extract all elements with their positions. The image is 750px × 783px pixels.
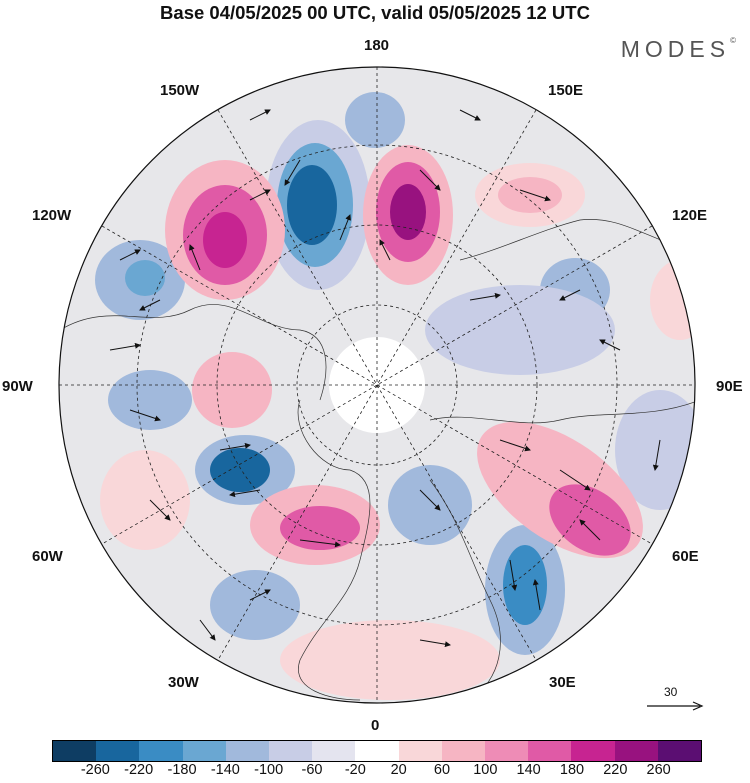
lon-label-30e: 30E xyxy=(549,674,576,691)
colorbar-tick-label: -180 xyxy=(167,762,197,778)
colorbar-swatch xyxy=(614,741,658,761)
colorbar-swatch xyxy=(571,741,615,761)
colorbar-tick-label: 260 xyxy=(646,762,671,778)
map-title: Base 04/05/2025 00 UTC, valid 05/05/2025… xyxy=(160,2,590,23)
colorbar-swatch xyxy=(53,741,97,761)
colorbar-tick-label: 220 xyxy=(603,762,628,778)
map-boundary xyxy=(58,66,696,704)
lon-label-120w: 120W xyxy=(32,207,72,224)
lon-label-60e: 60E xyxy=(672,548,699,565)
colorbar-tick-label: -60 xyxy=(301,762,323,778)
brand-logo: MODES© xyxy=(620,36,736,62)
colorbar-swatch xyxy=(657,741,702,761)
colorbar-tick-label: -260 xyxy=(80,762,110,778)
colorbar-swatch xyxy=(96,741,140,761)
colorbar-swatch xyxy=(398,741,442,761)
colorbar-tick-label: 180 xyxy=(559,762,585,778)
colorbar-swatch xyxy=(225,741,270,761)
colorbar-swatch xyxy=(528,741,572,761)
lon-label-120e: 120E xyxy=(672,207,708,224)
lon-label-60w: 60W xyxy=(32,548,63,565)
colorbar-tick-label: -140 xyxy=(210,762,240,778)
negative-anomaly-shading xyxy=(95,92,695,655)
colorbar-tick-label: -100 xyxy=(254,762,284,778)
reference-vector: 30 xyxy=(645,685,705,725)
anomaly-field xyxy=(59,67,695,703)
colorbar xyxy=(52,740,702,762)
reference-vector-label: 30 xyxy=(664,685,678,699)
colorbar-swatch xyxy=(485,741,529,761)
lon-label-150e: 150E xyxy=(548,82,584,99)
colorbar-tick-label: 140 xyxy=(516,762,541,778)
colorbar-tick-label: -20 xyxy=(344,762,366,778)
wind-vectors xyxy=(109,109,661,648)
colorbar-swatch xyxy=(182,741,226,761)
lon-label-0: 0 xyxy=(371,717,380,734)
graticule xyxy=(59,67,695,703)
colorbar-swatch xyxy=(269,741,313,761)
lon-label-150w: 150W xyxy=(160,82,200,99)
colorbar-tick-label: 100 xyxy=(473,762,498,778)
colorbar-swatch xyxy=(312,741,356,761)
lon-label-90e: 90E xyxy=(716,378,743,395)
lon-label-90w: 90W xyxy=(2,378,33,395)
colorbar-swatch xyxy=(441,741,486,761)
colorbar-tick-label: 20 xyxy=(390,762,407,778)
colorbar-tick-label: 60 xyxy=(433,762,451,778)
colorbar-swatch xyxy=(139,741,183,761)
colorbar-swatch xyxy=(355,741,399,761)
colorbar-tick-label: -220 xyxy=(124,762,154,778)
lon-label-180: 180 xyxy=(364,37,390,54)
lon-label-30w: 30W xyxy=(168,674,199,691)
reference-arrow-icon xyxy=(647,701,704,711)
